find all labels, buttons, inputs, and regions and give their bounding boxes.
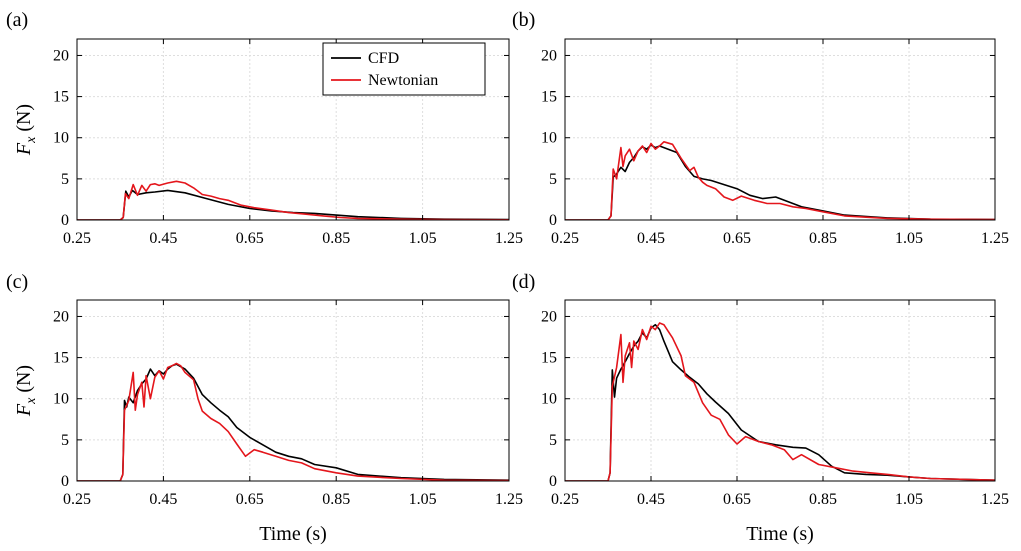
plot-frame [564,38,996,221]
x-tick-label: 0.65 [236,491,264,508]
legend-box [322,42,486,96]
x-tick-label: 0.85 [809,230,837,247]
x-tick-label: 1.25 [495,230,523,247]
legend: CFD Newtonian [322,42,486,96]
x-tick-label: 0.45 [637,230,665,247]
x-tick-label: 1.25 [981,230,1009,247]
y-tick-label: 0 [549,473,557,490]
x-tick-label: 0.65 [236,230,264,247]
x-tick-label: 1.25 [495,491,523,508]
y-tick-label: 20 [53,47,69,64]
panel-label: (b) [512,9,535,31]
y-tick-label: 15 [53,89,69,106]
y-tick-label: 20 [541,308,557,325]
x-tick-label: 1.05 [895,491,923,508]
y-tick-label: 0 [549,212,557,229]
y-tick-label: 20 [541,47,557,64]
x-tick-label: 0.85 [322,230,350,247]
x-tick-label: 0.85 [322,491,350,508]
y-tick-label: 10 [53,130,69,147]
x-tick-label: 0.25 [63,491,91,508]
y-tick-label: 15 [53,350,69,367]
series-line-newtonian [565,322,995,481]
plot-frame [76,38,510,221]
plot-frame [564,299,996,482]
x-tick-label: 0.65 [723,491,751,508]
series-line-newtonian [77,180,509,220]
y-tick-label: 15 [541,350,557,367]
gridlines [564,39,996,221]
gridlines [564,300,996,482]
x-tick-label: 0.85 [809,491,837,508]
x-tick-label: 0.25 [63,230,91,247]
y-tick-label: 5 [549,432,557,449]
y-tick-label: 15 [541,89,557,106]
y-tick-label: 5 [61,432,69,449]
y-tick-label: 5 [549,171,557,188]
y-tick-label: 0 [61,212,69,229]
panel-label: (d) [512,271,535,293]
legend-label-newtonian: Newtonian [368,72,438,89]
chart-panel-c: 0.25 0.45 0.65 0.85 1.05 1.25 0 5 10 15 20 (c) Fx (N… [6,271,523,545]
x-tick-label: 0.25 [551,230,579,247]
y-tick-label: 5 [61,171,69,188]
legend-label-cfd: CFD [368,50,399,67]
y-tick-label: 0 [61,473,69,490]
x-tick-label: 0.25 [551,491,579,508]
series-line-cfd [77,363,509,481]
series-line-newtonian [77,362,509,481]
chart-panel-a: 0.25 0.45 0.65 0.85 1.05 1.25 0 5 10 15 20 (a) Fx (N… [6,9,523,247]
chart-panel-d: 0.25 0.45 0.65 0.85 1.05 1.25 0 5 10 15 20 (d) Time … [512,271,1009,545]
plot-frame [76,299,510,482]
chart-panel-b: 0.25 0.45 0.65 0.85 1.05 1.25 0 5 10 15 20 (b) [512,9,1009,247]
y-axis-label: Fx (N) [13,104,39,156]
x-axis-label: Time (s) [746,523,814,545]
x-axis-label: Time (s) [259,523,327,545]
series-line-cfd [565,144,995,220]
y-tick-label: 10 [53,391,69,408]
x-tick-label: 0.45 [149,230,177,247]
y-tick-label: 10 [541,391,557,408]
series-line-cfd [77,189,509,220]
x-tick-label: 1.05 [409,491,437,508]
y-axis-label: Fx (N) [13,365,39,417]
series-line-newtonian [565,141,995,220]
panel-label: (a) [6,9,28,31]
x-tick-label: 1.05 [409,230,437,247]
y-tick-label: 10 [541,130,557,147]
x-tick-label: 0.65 [723,230,751,247]
panel-label: (c) [6,271,28,293]
x-tick-label: 1.05 [895,230,923,247]
x-tick-label: 1.25 [981,491,1009,508]
x-tick-label: 0.45 [149,491,177,508]
y-tick-label: 20 [53,308,69,325]
x-tick-label: 0.45 [637,491,665,508]
